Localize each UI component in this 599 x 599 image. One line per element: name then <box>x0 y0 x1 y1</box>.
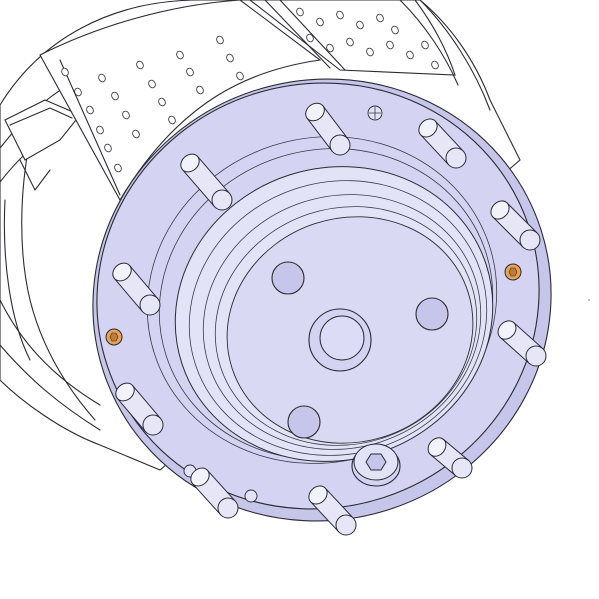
perforation-hole <box>216 35 224 45</box>
flange-top-mark-cross <box>369 107 381 119</box>
guide-pin <box>190 467 239 519</box>
plate-seam <box>264 0 331 69</box>
guide-pin <box>305 102 351 156</box>
perforation-hole <box>391 25 399 35</box>
drum-rim-line-5 <box>0 299 101 406</box>
drum-clamp-block <box>4 99 81 161</box>
perforation-hole <box>356 20 364 30</box>
perforation-hole <box>236 71 244 81</box>
perforation-hole <box>74 87 82 97</box>
guide-pin <box>418 118 467 169</box>
perforation-hole <box>196 85 204 95</box>
hub-boss-inner <box>319 315 365 361</box>
drum-clamp-lower <box>19 159 51 191</box>
perforated-plate-right <box>249 0 456 76</box>
hex-socket-screw <box>351 443 401 487</box>
perforation-hole <box>306 33 314 43</box>
flange-assembly <box>92 78 552 536</box>
perforation-hole <box>98 73 106 83</box>
perforation-hole <box>326 43 334 53</box>
perforation-hole <box>186 67 194 77</box>
guide-pins <box>112 102 547 536</box>
perforation-hole <box>111 91 119 101</box>
perforated-plates <box>39 0 491 202</box>
perforation-hole <box>148 79 156 89</box>
set-screw-left <box>105 328 123 346</box>
perforation-holes <box>61 7 439 173</box>
through-hole-3 <box>287 405 321 439</box>
flange-ring-5 <box>202 194 482 450</box>
drum-rim-line-6 <box>0 344 101 431</box>
plate-seam-2 <box>279 0 346 71</box>
perforation-hole <box>431 60 439 70</box>
guide-pin <box>115 382 164 436</box>
perforation-hole <box>226 53 234 63</box>
perforation-hole <box>336 10 344 20</box>
perforation-hole <box>168 115 176 125</box>
perforation-hole <box>366 47 374 57</box>
perforation-hole <box>346 37 354 47</box>
perforation-hole <box>176 50 184 60</box>
drum-rim-line-3 <box>3 199 31 361</box>
perforation-hole <box>61 67 69 77</box>
guide-pin <box>180 153 233 211</box>
perforation-hole <box>386 40 394 50</box>
perforation-hole <box>96 125 104 135</box>
perforation-hole <box>406 50 414 60</box>
flange-ring-6 <box>214 206 478 446</box>
drum-clamp-detail <box>9 107 73 126</box>
through-hole-1 <box>271 261 305 295</box>
perforation-hole <box>158 97 166 107</box>
perforation-hole <box>376 13 384 23</box>
perforation-hole <box>114 163 122 173</box>
perforation-hole <box>421 40 429 50</box>
drum-right-rim <box>419 0 491 111</box>
guide-pin <box>490 200 541 251</box>
hex-socket-icon <box>365 453 387 471</box>
guide-pin <box>308 485 357 536</box>
perforation-hole <box>104 143 112 153</box>
perforation-hole <box>136 60 144 70</box>
perforation-hole <box>316 17 324 27</box>
plate-left-edge <box>59 59 121 196</box>
perforation-hole <box>296 7 304 17</box>
speck <box>588 299 590 301</box>
guide-pin <box>427 437 473 479</box>
perforation-hole <box>86 105 94 115</box>
guide-pin <box>497 320 547 367</box>
perforation-hole <box>132 129 140 139</box>
set-screw-right <box>504 263 522 281</box>
guide-pin <box>112 262 161 316</box>
flange-small-hole-2 <box>244 489 258 503</box>
through-hole-2 <box>415 297 449 331</box>
perforation-hole <box>122 110 130 120</box>
drum-right-rim-2 <box>399 0 459 86</box>
